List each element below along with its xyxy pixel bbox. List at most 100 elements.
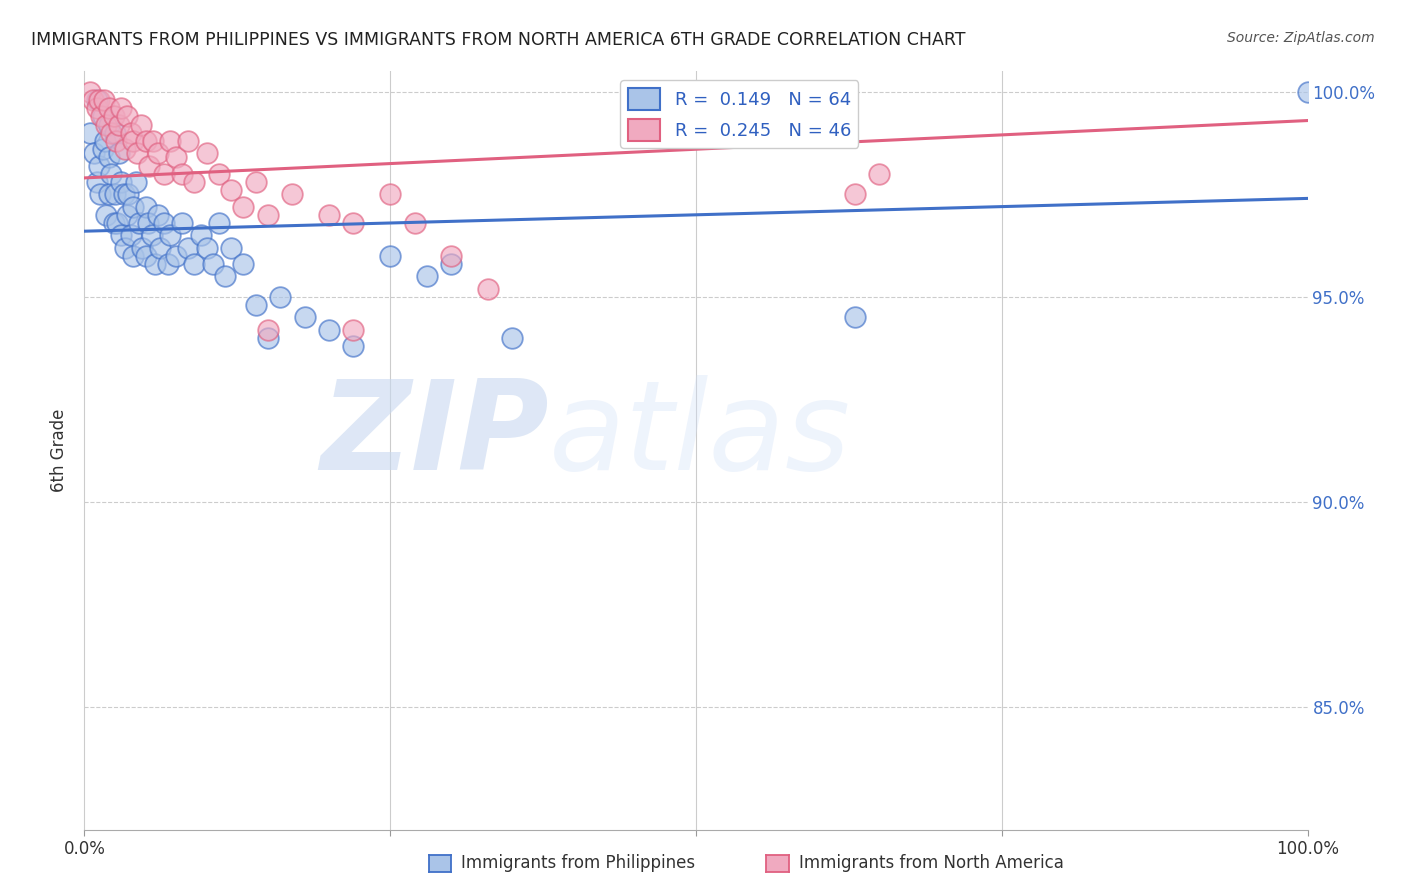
Point <box>440 257 463 271</box>
Point <box>79 85 101 99</box>
Point <box>122 249 145 263</box>
Text: IMMIGRANTS FROM PHILIPPINES VS IMMIGRANTS FROM NORTH AMERICA 6TH GRADE CORRELATI: IMMIGRANTS FROM PHILIPPINES VS IMMIGRANT… <box>31 31 966 49</box>
Point <box>104 187 127 202</box>
Point <box>172 216 194 230</box>
Point <box>128 216 150 230</box>
Point <box>131 241 153 255</box>
Point <box>135 200 157 214</box>
Point <box>107 118 129 132</box>
Point <box>107 146 129 161</box>
Legend: R =  0.149   N = 64, R =  0.245   N = 46: R = 0.149 N = 64, R = 0.245 N = 46 <box>620 80 858 148</box>
Point <box>87 93 110 107</box>
Point <box>129 118 152 132</box>
Point <box>869 167 891 181</box>
Point <box>97 118 120 132</box>
Point <box>146 208 169 222</box>
Point <box>149 241 172 255</box>
Text: Source: ZipAtlas.com: Source: ZipAtlas.com <box>1227 31 1375 45</box>
Point <box>83 146 105 161</box>
Point <box>79 126 101 140</box>
Point <box>844 187 866 202</box>
Point <box>208 167 231 181</box>
Point <box>269 290 291 304</box>
Point <box>122 134 145 148</box>
Point <box>165 150 187 164</box>
Point <box>416 269 439 284</box>
Point <box>125 175 148 189</box>
Point <box>1296 85 1319 99</box>
Point <box>208 216 231 230</box>
Point <box>142 134 165 148</box>
Point <box>159 134 181 148</box>
Point <box>96 118 118 132</box>
Point <box>177 134 200 148</box>
Point <box>89 187 111 202</box>
Point <box>97 150 120 164</box>
Point <box>86 93 108 107</box>
Point <box>153 216 176 230</box>
Point <box>110 101 132 115</box>
Point <box>232 200 254 214</box>
Point <box>172 167 194 181</box>
Point <box>112 187 135 202</box>
Point <box>294 310 316 325</box>
Point <box>257 322 280 336</box>
Point <box>104 126 127 140</box>
Point <box>91 142 114 156</box>
Point <box>97 101 120 115</box>
Point <box>183 257 205 271</box>
Point <box>440 249 463 263</box>
Point <box>219 241 242 255</box>
Point <box>135 134 157 148</box>
Point <box>404 216 426 230</box>
Point <box>94 134 117 148</box>
Point <box>91 110 114 124</box>
Point <box>117 187 139 202</box>
Point <box>103 110 125 124</box>
Point <box>100 167 122 181</box>
Point <box>245 175 267 189</box>
Point <box>141 228 163 243</box>
Point <box>502 331 524 345</box>
Point <box>232 257 254 271</box>
Point <box>115 208 138 222</box>
Point <box>103 216 125 230</box>
Point <box>257 331 280 345</box>
Point <box>342 339 364 353</box>
Point <box>281 187 304 202</box>
Point <box>110 175 132 189</box>
Point <box>93 93 115 107</box>
Text: Immigrants from North America: Immigrants from North America <box>799 855 1063 872</box>
Point <box>90 110 112 124</box>
Point <box>380 187 402 202</box>
Point <box>190 228 212 243</box>
Point <box>114 142 136 156</box>
Point <box>125 146 148 161</box>
Point <box>110 228 132 243</box>
Point <box>342 322 364 336</box>
Point <box>96 208 118 222</box>
Point <box>201 257 224 271</box>
Point <box>115 110 138 124</box>
Point <box>177 241 200 255</box>
Point <box>136 216 159 230</box>
Y-axis label: 6th Grade: 6th Grade <box>51 409 69 492</box>
Point <box>219 183 242 197</box>
Point <box>97 187 120 202</box>
Point <box>318 322 340 336</box>
Text: atlas: atlas <box>550 375 851 496</box>
Point <box>153 167 176 181</box>
Point <box>156 257 179 271</box>
Point <box>87 159 110 173</box>
Point <box>86 175 108 189</box>
Point <box>380 249 402 263</box>
Point <box>105 216 128 230</box>
Point <box>195 241 218 255</box>
Point <box>135 249 157 263</box>
Text: ZIP: ZIP <box>321 375 550 496</box>
Point <box>477 282 499 296</box>
Point <box>342 216 364 230</box>
Point <box>120 126 142 140</box>
Point <box>82 93 104 107</box>
Point <box>120 228 142 243</box>
